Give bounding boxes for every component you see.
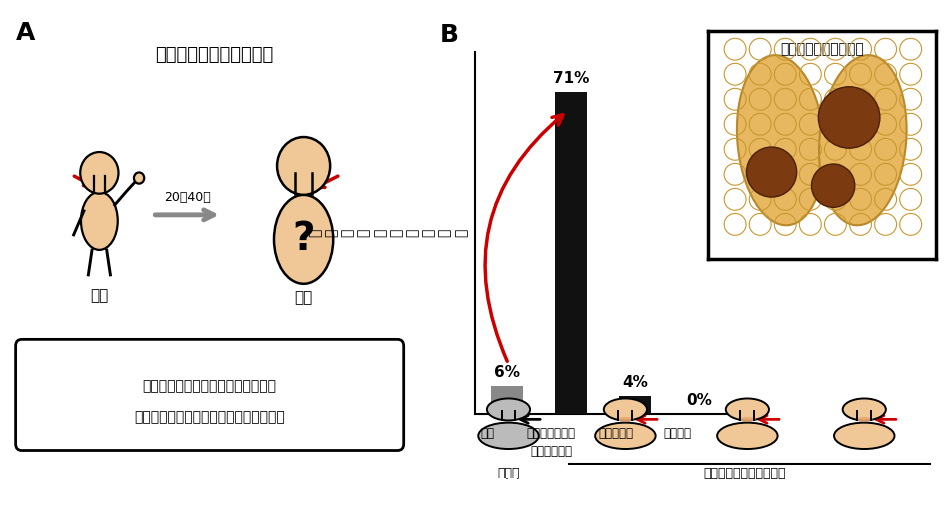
Ellipse shape (856, 417, 872, 422)
Circle shape (726, 399, 769, 420)
Text: 健常: 健常 (481, 427, 494, 439)
Bar (740, 409, 754, 420)
Text: 71%: 71% (553, 71, 589, 86)
Bar (295, 164, 312, 193)
Circle shape (80, 152, 119, 194)
Circle shape (818, 87, 880, 148)
Text: 先天性甲状腔機能低下症: 先天性甲状腔機能低下症 (704, 467, 786, 480)
Text: 6%: 6% (494, 364, 520, 379)
Bar (555, 93, 587, 414)
Ellipse shape (595, 422, 656, 449)
Text: 甲状腔サイズ大: 甲状腔サイズ大 (526, 427, 576, 439)
Bar (619, 396, 652, 414)
Circle shape (747, 147, 797, 197)
Text: A: A (15, 22, 35, 45)
Circle shape (604, 399, 647, 420)
Bar (857, 409, 871, 420)
Text: 健　常: 健 常 (497, 466, 520, 480)
Bar (618, 409, 633, 420)
Ellipse shape (618, 417, 634, 422)
Circle shape (487, 399, 530, 420)
Ellipse shape (819, 55, 906, 225)
Text: 0%: 0% (687, 393, 712, 408)
Ellipse shape (834, 422, 895, 449)
Circle shape (811, 164, 855, 207)
Text: サイズ正常: サイズ正常 (598, 427, 633, 439)
Bar (94, 172, 104, 193)
Text: 先天性甲状腔機能低下症: 先天性甲状腔機能低下症 (155, 46, 273, 64)
Text: 20～40年: 20～40年 (163, 191, 211, 204)
Text: サイズ小: サイズ小 (663, 427, 692, 439)
Circle shape (843, 399, 885, 420)
Ellipse shape (274, 195, 333, 284)
Ellipse shape (739, 417, 755, 422)
Ellipse shape (81, 192, 118, 250)
Circle shape (134, 173, 144, 184)
Text: 時間経過でどのように変化するだろう？: 時間経過でどのように変化するだろう？ (134, 410, 285, 424)
Circle shape (277, 137, 331, 195)
Ellipse shape (717, 422, 778, 449)
Text: 成人: 成人 (294, 291, 313, 306)
Text: （甲状腔薨）: （甲状腔薨） (530, 445, 572, 458)
Text: B: B (440, 23, 459, 47)
Text: 甲状腔薨のある先天性甲状腔機能低下症では成人期の甲状腔結節に要注意！: 甲状腔薨のある先天性甲状腔機能低下症では成人期の甲状腔結節に要注意！ (293, 477, 657, 495)
Y-axis label: 甲
状
腔
結
節
を
持
つ
割
合: 甲 状 腔 結 節 を 持 つ 割 合 (308, 229, 468, 237)
Bar (502, 409, 516, 420)
FancyBboxPatch shape (15, 339, 404, 450)
Text: 先天性甲状腔機能低下症の甲状腔は: 先天性甲状腔機能低下症の甲状腔は (142, 379, 276, 393)
Text: 甲状腔結節（しこり）: 甲状腔結節（しこり） (780, 42, 864, 56)
Text: ?: ? (293, 220, 314, 258)
Bar (491, 386, 523, 414)
Ellipse shape (478, 422, 539, 449)
Ellipse shape (737, 55, 825, 225)
Text: 乳児: 乳児 (90, 288, 108, 303)
Text: 4%: 4% (622, 375, 648, 390)
